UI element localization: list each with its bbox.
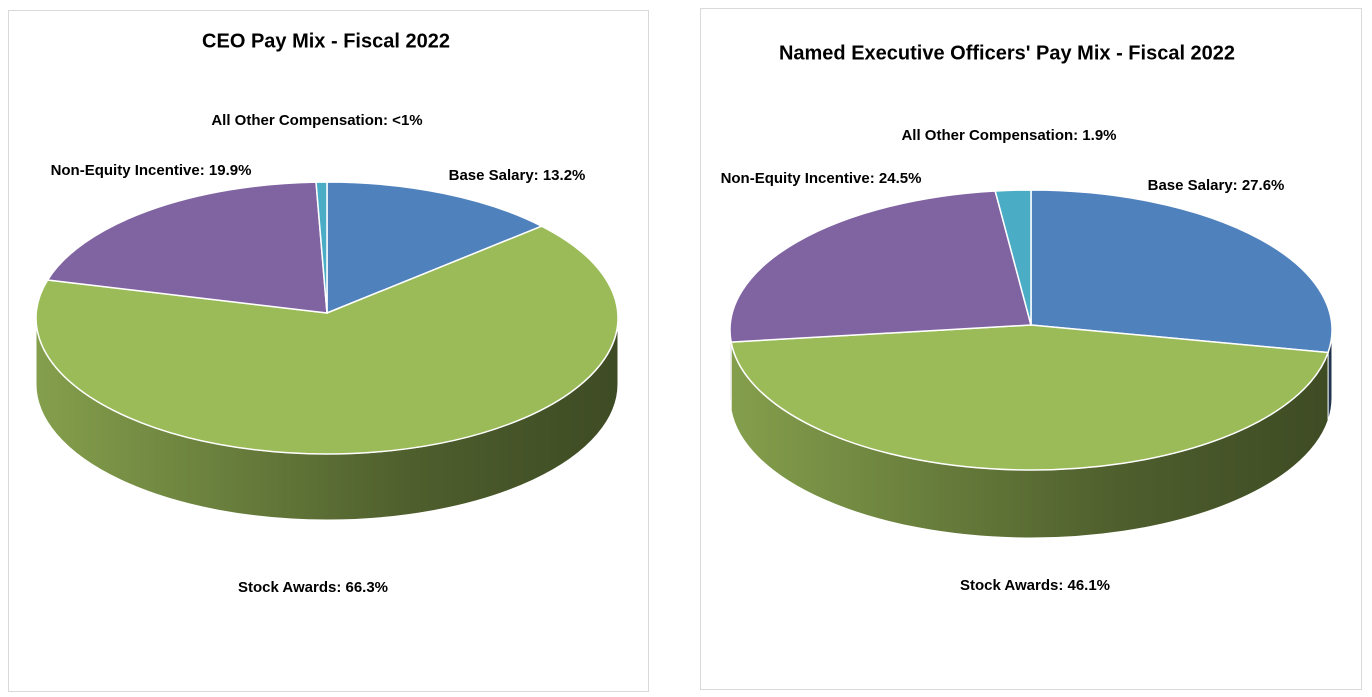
data-label: Base Salary: 27.6% [1148,177,1285,194]
pie-slice [326,181,544,315]
pie-slice [35,225,619,455]
data-label: Stock Awards: 46.1% [960,577,1110,594]
pie-slice [1030,189,1333,354]
chart-title: CEO Pay Mix - Fiscal 2022 [202,30,450,52]
pie-slice [994,189,1032,326]
data-label: All Other Compensation: <1% [211,112,422,129]
data-label: Base Salary: 13.2% [449,167,586,184]
pie-slice [729,190,1032,343]
data-label: Stock Awards: 66.3% [238,579,388,596]
pie-slice [46,181,328,314]
chart-title: Named Executive Officers' Pay Mix - Fisc… [779,42,1235,64]
data-label: Non-Equity Incentive: 19.9% [51,162,252,179]
data-label: Non-Equity Incentive: 24.5% [721,170,922,187]
pie-slice [730,324,1330,471]
pie-slice [315,181,328,314]
data-label: All Other Compensation: 1.9% [901,127,1116,144]
